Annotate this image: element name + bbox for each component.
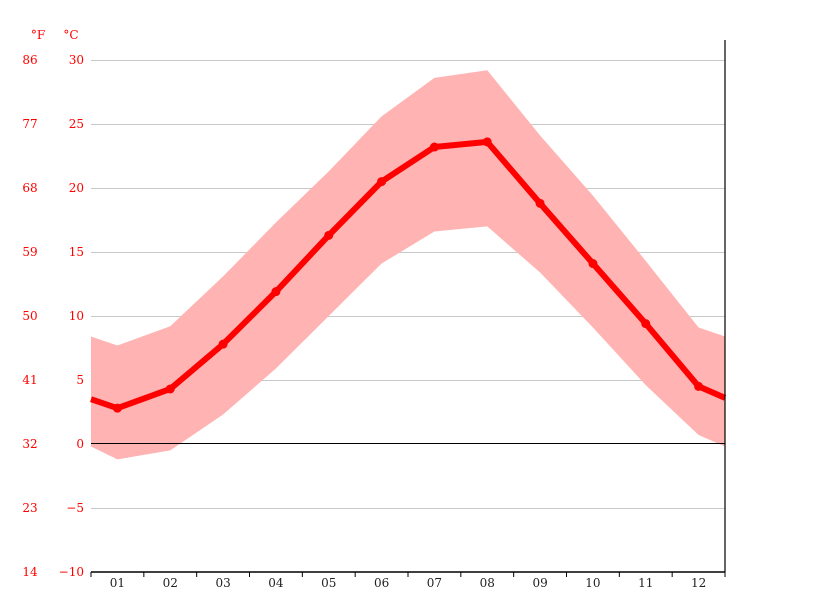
data-point — [271, 287, 281, 297]
y-tick-fahrenheit: 14 — [22, 565, 38, 579]
data-points — [112, 137, 704, 413]
y-tick-fahrenheit: 86 — [22, 53, 37, 67]
y-tick-celsius: 30 — [69, 53, 84, 67]
data-point — [377, 177, 387, 187]
data-point — [641, 319, 651, 329]
y-tick-fahrenheit: 50 — [22, 309, 37, 323]
y-tick-celsius: 20 — [69, 181, 84, 195]
x-tick-label: 11 — [638, 576, 653, 590]
y-tick-fahrenheit: 77 — [22, 117, 37, 131]
data-point — [429, 142, 439, 152]
x-tick-label: 08 — [480, 576, 495, 590]
data-point — [165, 384, 175, 394]
x-tick-label: 09 — [532, 576, 547, 590]
data-point — [588, 259, 598, 269]
x-tick-label: 04 — [268, 576, 284, 590]
y-tick-fahrenheit: 32 — [22, 437, 37, 451]
y-tick-celsius: 15 — [69, 245, 84, 259]
y-axis-labels: °F °C 86 30 77 25 68 20 59 15 50 10 41 5 32 0 23 −5 14 −1… — [22, 28, 84, 579]
x-tick-label: 07 — [427, 576, 442, 590]
y-tick-fahrenheit: 41 — [22, 373, 37, 387]
temperature-range-band — [91, 70, 725, 460]
average-temperature-line — [90, 138, 727, 412]
y-tick-celsius: 0 — [76, 437, 84, 451]
y-tick-celsius: 5 — [76, 373, 84, 387]
x-tick-label: 02 — [163, 576, 178, 590]
y-tick-fahrenheit: 68 — [22, 181, 37, 195]
x-tick-label: 10 — [585, 576, 600, 590]
data-point — [112, 403, 122, 413]
x-tick-label: 12 — [691, 576, 706, 590]
data-point — [482, 137, 492, 147]
data-point — [535, 198, 545, 208]
x-tick-label: 06 — [374, 576, 389, 590]
x-tick-label: 05 — [321, 576, 336, 590]
data-point — [694, 381, 704, 391]
x-tick-label: 03 — [215, 576, 230, 590]
celsius-unit-label: °C — [63, 28, 78, 42]
x-tick-label: 01 — [110, 576, 125, 590]
x-axis-ticks: 01 02 03 04 05 06 07 08 09 10 11 12 — [90, 572, 726, 590]
y-tick-fahrenheit: 23 — [22, 501, 37, 515]
y-tick-celsius: 25 — [69, 117, 84, 131]
y-tick-celsius: 10 — [69, 309, 84, 323]
y-tick-celsius: −10 — [59, 565, 84, 579]
y-tick-celsius: −5 — [66, 501, 84, 515]
data-point — [218, 339, 228, 349]
fahrenheit-unit-label: °F — [31, 28, 45, 42]
y-tick-fahrenheit: 59 — [22, 245, 37, 259]
data-point — [324, 230, 334, 240]
